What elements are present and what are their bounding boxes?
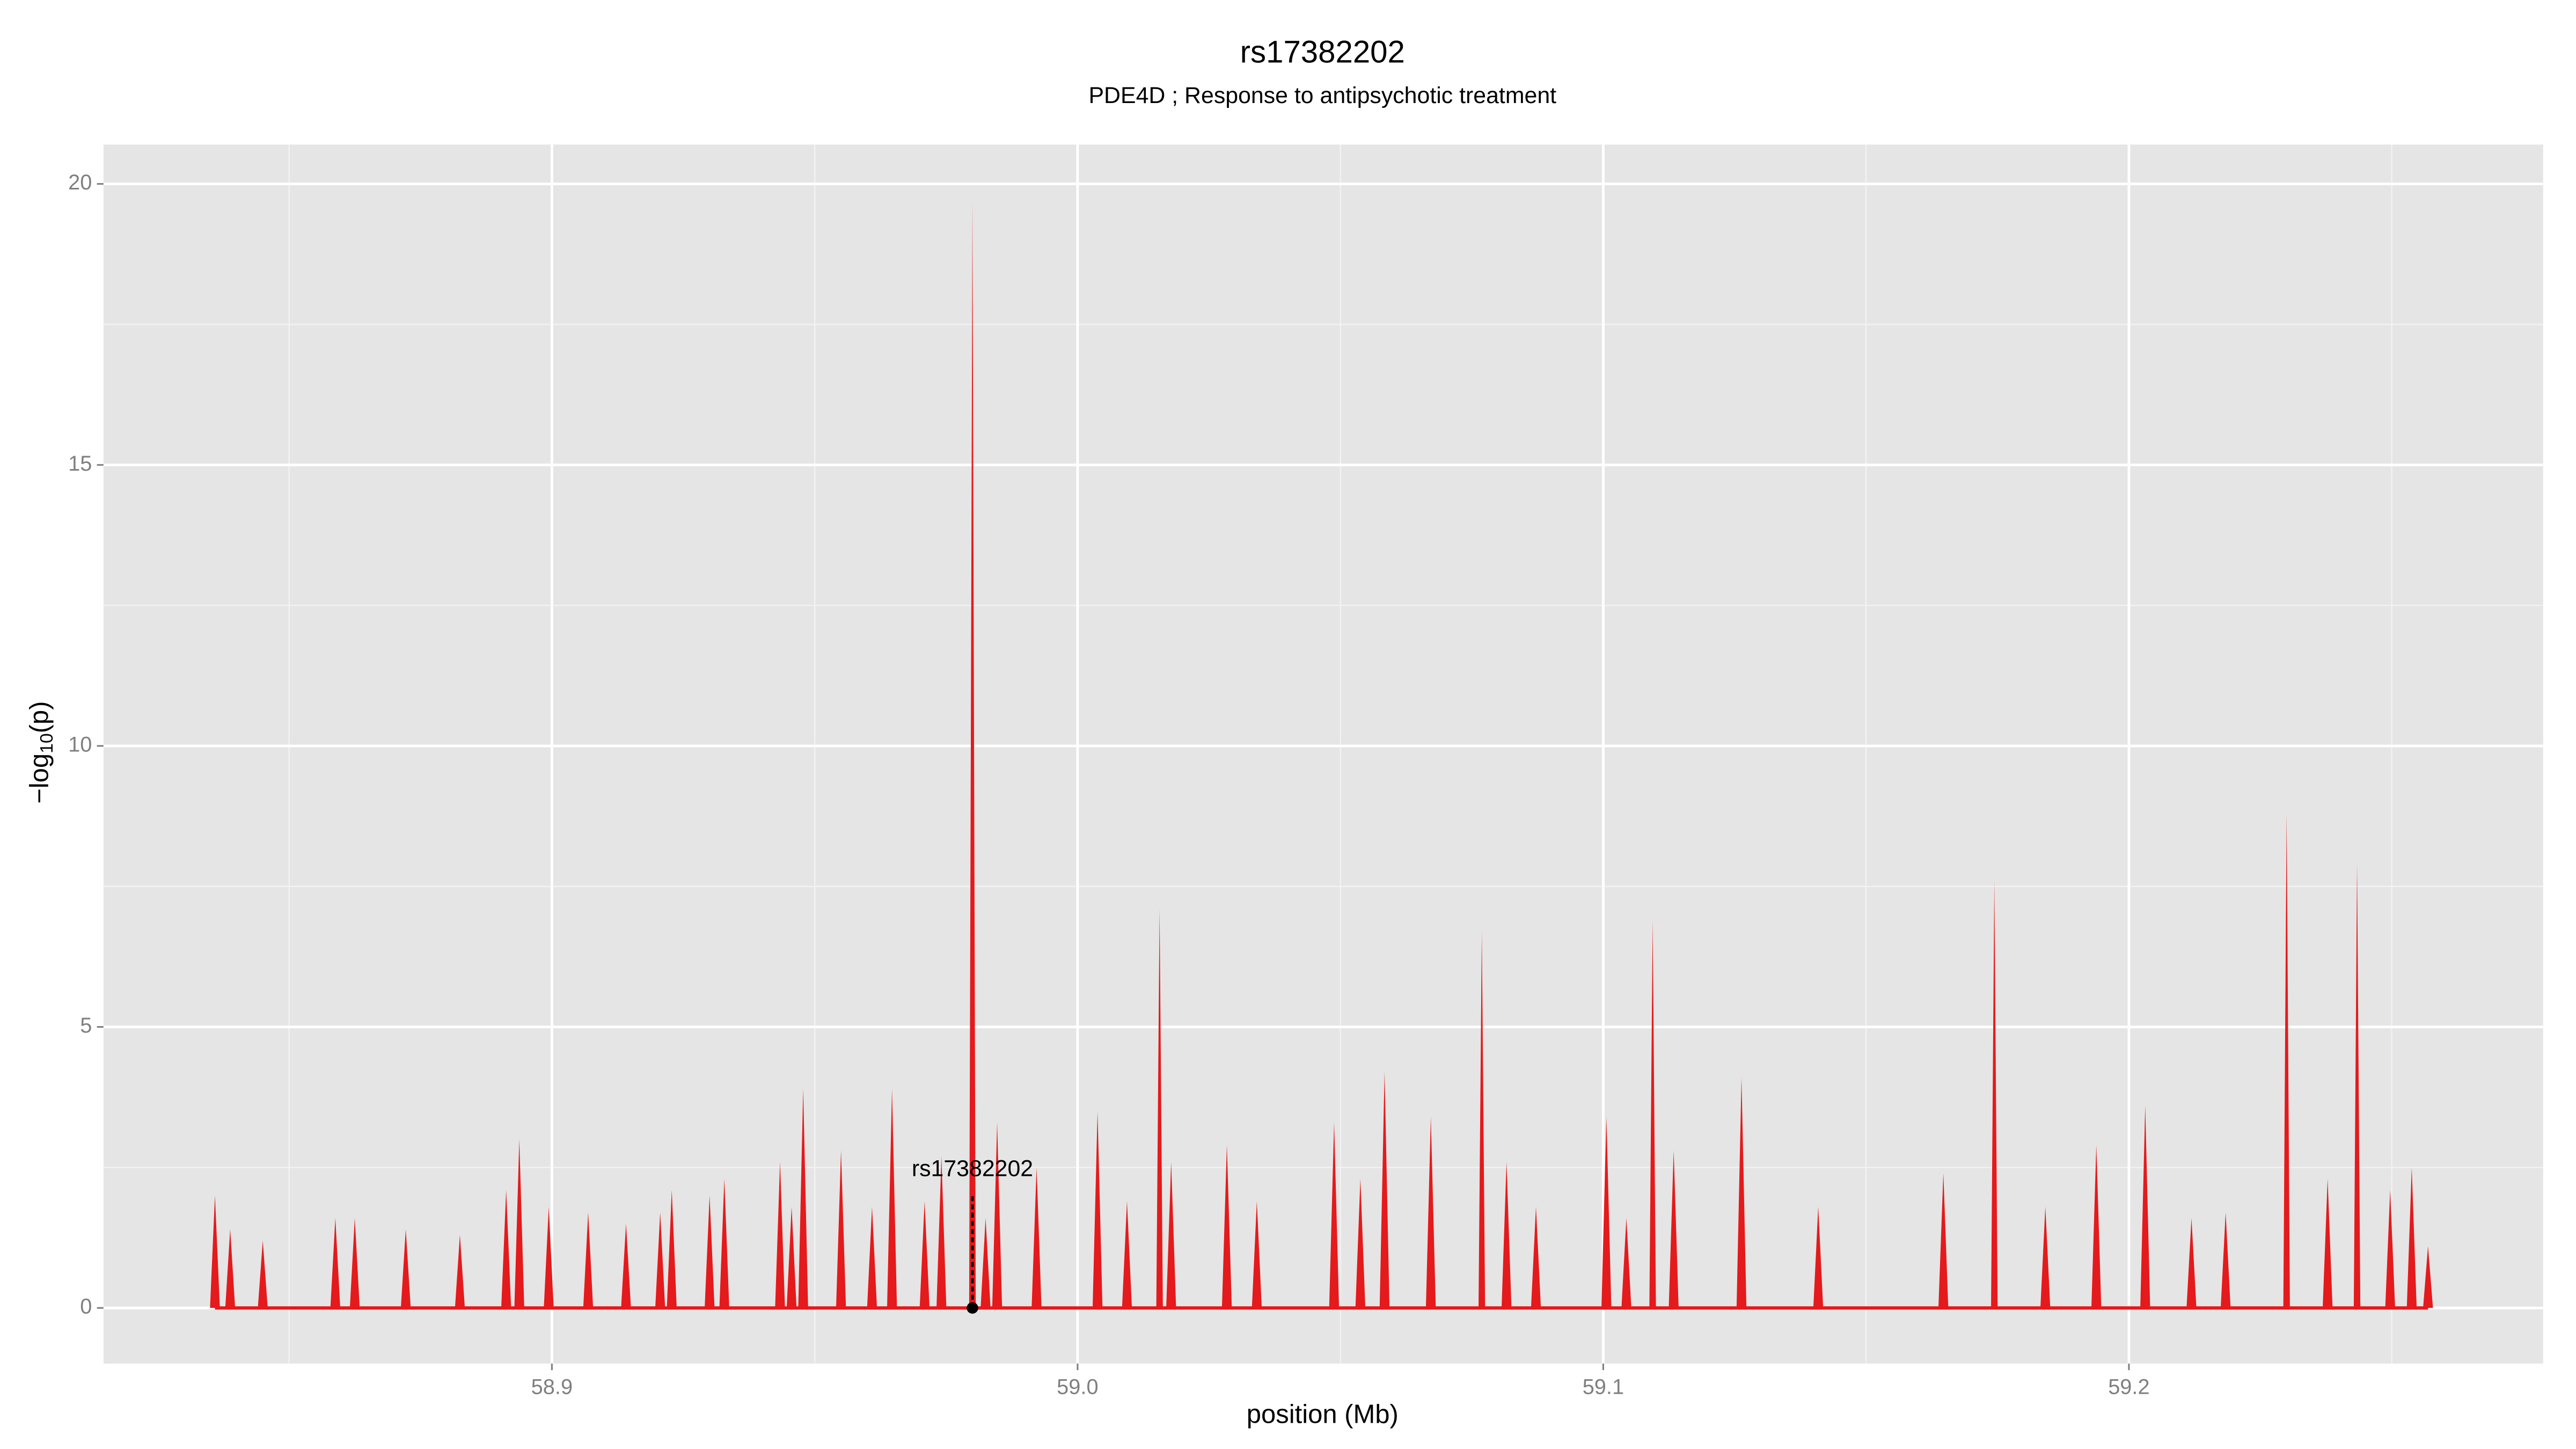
spike [867,1206,877,1308]
annotation-label: rs17382202 [912,1155,1033,1181]
spike [2140,1106,2150,1308]
spike [667,1190,677,1308]
x-axis-label: position (Mb) [1247,1400,1399,1429]
spike [2353,863,2361,1308]
chart-title: rs17382202 [1240,34,1405,69]
spike [1649,920,1656,1308]
y-label-prefix: −log [25,753,54,804]
spike [225,1229,236,1308]
x-tick-label: 59.2 [2108,1375,2149,1399]
spike [1122,1201,1132,1308]
spike [1379,1072,1390,1308]
spike [455,1235,465,1308]
y-tick-label: 15 [68,452,92,475]
spike [936,1156,947,1308]
chart-subtitle: PDE4D ; Response to antipsychotic treatm… [1088,83,1556,108]
x-tick-label: 59.1 [1583,1375,1624,1399]
y-tick-label: 10 [68,733,92,756]
spike [1156,909,1163,1308]
spike [1092,1111,1103,1308]
spike [1621,1218,1631,1308]
spike [1531,1206,1541,1308]
spike [1501,1161,1512,1308]
annotation-point [967,1302,978,1314]
spike [719,1179,729,1308]
spike [501,1190,511,1308]
spike [2040,1206,2051,1308]
panel [103,144,2543,1364]
x-tick-label: 59.0 [1057,1375,1098,1399]
y-tick-label: 0 [80,1295,92,1319]
spike [2423,1246,2433,1308]
spike [2406,1167,2417,1308]
spike [1479,931,1485,1308]
spike [1355,1179,1366,1308]
spike [210,1195,220,1308]
spike [1668,1150,1679,1308]
y-label-sub: 10 [37,733,57,753]
y-tick-label: 5 [80,1014,92,1037]
spike [798,1088,808,1308]
spike [2091,1145,2102,1308]
x-tick-label: 58.9 [531,1375,573,1399]
spike [655,1212,665,1308]
spike [544,1206,554,1308]
spike [1813,1206,1824,1308]
spike [1736,1077,1747,1308]
spike [583,1212,594,1308]
spike [1166,1161,1176,1308]
spike [2385,1190,2395,1308]
spike [992,1122,1002,1308]
spike [1601,1117,1612,1308]
y-axis-label: −log10(p) [25,701,56,803]
spike [2186,1218,2197,1308]
spike [2322,1179,2333,1308]
y-label-suffix: (p) [25,701,54,733]
spike [349,1218,360,1308]
spike [258,1240,268,1308]
spike [775,1161,785,1308]
spike [621,1224,631,1308]
spike [1031,1167,1042,1308]
spike [919,1201,930,1308]
spike [1938,1173,1949,1308]
spike [1991,881,1998,1308]
spike [1425,1117,1436,1308]
spike [330,1218,341,1308]
spike [980,1218,991,1308]
spike [887,1088,897,1308]
spike [969,201,976,1308]
spike [2220,1212,2231,1308]
spike [705,1195,715,1308]
spike [1329,1122,1340,1308]
spike [2283,813,2290,1308]
spike [1252,1201,1262,1308]
spike [514,1139,524,1308]
y-tick-label: 20 [68,171,92,194]
spike [786,1206,797,1308]
spike [1221,1145,1232,1308]
spike [836,1150,846,1308]
spike [400,1229,411,1308]
